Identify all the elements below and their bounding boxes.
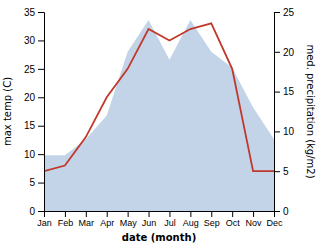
tick-mark (38, 40, 44, 41)
tick-mark (128, 211, 129, 217)
tick-mark (232, 211, 233, 217)
tick-label: 0 (283, 206, 289, 217)
tick: 0 (29, 206, 44, 217)
tick: Aug (183, 211, 199, 228)
tick-label: 25 (283, 7, 295, 18)
tick: Jun (142, 211, 157, 228)
tick: Sep (204, 211, 220, 228)
tick-mark (253, 211, 254, 217)
y2-axis: 0 5 10 15 20 25 (274, 7, 295, 217)
tick-mark (38, 12, 44, 13)
tick-mark (274, 12, 280, 13)
tick-label: 15 (24, 120, 36, 131)
y-label: max temp (C) (2, 77, 13, 146)
tick-label: 5 (29, 177, 35, 188)
area (44, 20, 274, 211)
tick: Mar (79, 211, 95, 228)
tick-mark (274, 131, 280, 132)
axis-line (38, 13, 45, 212)
tick-mark (169, 211, 170, 217)
chart: JanFebMarAprMayJunJulAugSepOctNovDec0510… (0, 0, 318, 247)
tick: 15 (274, 86, 295, 97)
tick-mark (38, 126, 44, 127)
plot: JanFebMarAprMayJunJulAugSepOctNovDec0510… (24, 7, 295, 229)
tick-mark (149, 211, 150, 217)
tick-mark (38, 211, 44, 212)
tick: 10 (274, 126, 295, 137)
tick-mark (65, 211, 66, 217)
tick: Jan (37, 211, 52, 228)
tick-label: 25 (24, 64, 36, 75)
tick-mark (38, 154, 44, 155)
tick-mark (274, 52, 280, 53)
tick: 20 (274, 47, 295, 58)
tick-label: Nov (246, 218, 263, 228)
tick-label: Jan (37, 218, 52, 228)
tick: 20 (24, 92, 44, 103)
x-label: date (month) (122, 232, 196, 243)
tick-mark (190, 211, 191, 217)
tick-label: 35 (24, 7, 36, 18)
tick: Feb (58, 211, 74, 228)
tick-label: 10 (283, 126, 295, 137)
tick-mark (274, 92, 280, 93)
y-axis: 0 5 10 15 20 25 30 35 (24, 7, 45, 217)
tick-label: Oct (226, 218, 241, 228)
tick: 10 (24, 149, 44, 160)
tick: 5 (274, 166, 289, 177)
tick-label: 10 (24, 149, 36, 160)
tick-label: Jun (142, 218, 157, 228)
tick-label: 20 (24, 92, 36, 103)
axis-line (275, 13, 281, 212)
tick: 25 (24, 64, 44, 75)
x-axis: Jan Feb Mar Apr May Jun Jul Aug Sep Oct NovDec (37, 211, 283, 228)
tick-mark (38, 69, 44, 70)
line (44, 23, 274, 171)
tick-label: Feb (58, 218, 74, 228)
tick-mark (38, 183, 44, 184)
axis-line (45, 212, 275, 218)
tick: Oct (226, 211, 241, 228)
tick-label: 15 (283, 86, 295, 97)
tick-label: 30 (24, 35, 36, 46)
tick: 30 (24, 35, 44, 46)
tick-mark (107, 211, 108, 217)
tick-label: Aug (183, 218, 199, 228)
tick-mark (211, 211, 212, 217)
tick-label: 20 (283, 47, 295, 58)
tick: 25 (274, 7, 295, 18)
tick: 35 (24, 7, 44, 18)
tick-label: Apr (100, 218, 114, 228)
tick-mark (274, 211, 280, 212)
tick: 15 (24, 120, 44, 131)
tick-label: Sep (204, 218, 220, 228)
tick-label: Mar (79, 218, 95, 228)
tick: Nov (246, 211, 263, 228)
tick: Dec (266, 211, 283, 228)
tick-mark (274, 171, 280, 172)
tick-label: Dec (266, 218, 283, 228)
tick-mark (86, 211, 87, 217)
tick: May (120, 211, 138, 228)
tick: Jul (164, 211, 176, 228)
tick-label: May (120, 218, 138, 228)
tick-label: Jul (164, 218, 176, 228)
tick: Apr (100, 211, 114, 228)
tick-label: 5 (283, 166, 289, 177)
tick: 0 (274, 206, 289, 217)
tick: 5 (29, 177, 44, 188)
tick-label: 0 (29, 206, 35, 217)
tick-mark (38, 97, 44, 98)
y2-label: med. precipitation (kg/m2) (305, 44, 316, 178)
marks (44, 20, 274, 211)
